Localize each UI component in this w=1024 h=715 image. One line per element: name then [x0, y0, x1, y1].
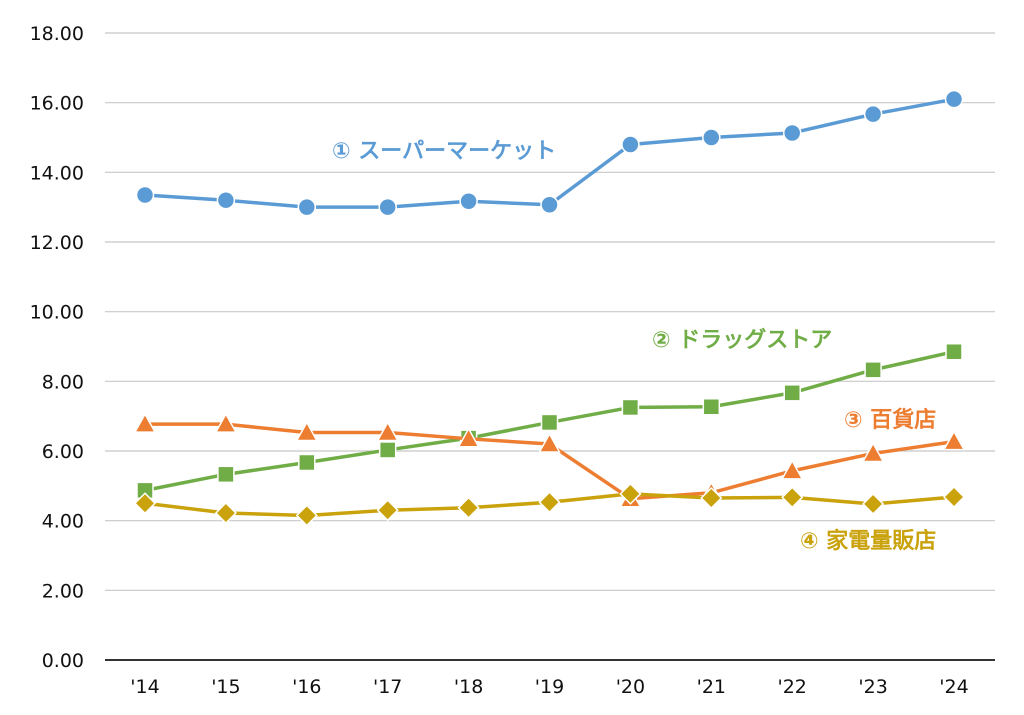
- series-2: [136, 342, 963, 500]
- data-point: [942, 430, 966, 451]
- y-tick-label: 14.00: [30, 162, 84, 184]
- data-point: [782, 123, 802, 143]
- x-tick-label: '22: [777, 676, 806, 698]
- data-point: [295, 420, 319, 442]
- y-tick-label: 10.00: [30, 302, 84, 324]
- data-point: [621, 398, 640, 417]
- data-point: [214, 412, 238, 433]
- data-point: [378, 197, 397, 217]
- data-point: [538, 432, 561, 453]
- data-point: [702, 128, 721, 147]
- data-point: [861, 441, 885, 463]
- grid-lines: [105, 32, 995, 661]
- x-tick-label: '19: [535, 676, 564, 698]
- data-point: [298, 453, 316, 472]
- data-point: [619, 482, 642, 505]
- data-point: [217, 465, 235, 484]
- x-axis-ticks: '14 '15 '16 '17 '18 '19 '20 '21 '22 '23 '24: [130, 676, 968, 698]
- x-tick-label: '18: [454, 676, 483, 698]
- series-labels: ① スーパーマーケット ② ドラッグストア ③ 百貨店 ④ 家電量販店: [332, 139, 936, 554]
- y-tick-label: 8.00: [42, 371, 84, 393]
- data-point: [378, 441, 397, 459]
- y-tick-label: 2.00: [42, 580, 84, 602]
- x-tick-label: '14: [130, 676, 159, 698]
- x-tick-label: '17: [373, 676, 402, 698]
- data-point: [295, 504, 318, 527]
- y-axis-ticks: 0.00 2.00 4.00 6.00 8.00 10.00 12.00 14.00 16.00…: [30, 23, 84, 672]
- x-tick-label: '15: [211, 676, 240, 698]
- data-point: [376, 499, 399, 522]
- data-point: [783, 384, 801, 402]
- data-point: [540, 195, 559, 214]
- data-point: [457, 427, 480, 448]
- data-point: [702, 398, 721, 416]
- x-tick-label: '23: [858, 676, 887, 698]
- series-group: [133, 89, 966, 527]
- data-point: [376, 420, 399, 442]
- x-tick-label: '21: [697, 676, 726, 698]
- data-point: [459, 191, 478, 211]
- data-point: [297, 197, 317, 217]
- data-point: [621, 135, 640, 154]
- data-point: [863, 104, 883, 124]
- data-point: [135, 185, 155, 205]
- data-point: [214, 501, 237, 525]
- y-tick-label: 18.00: [30, 23, 84, 45]
- data-point: [781, 486, 804, 509]
- y-tick-label: 6.00: [42, 441, 84, 463]
- data-point: [700, 486, 723, 510]
- series-label-department-store: ③ 百貨店: [844, 407, 936, 433]
- x-tick-label: '24: [939, 676, 968, 698]
- series-label-drugstore: ② ドラッグストア: [652, 327, 832, 353]
- data-point: [864, 361, 882, 379]
- data-point: [862, 492, 885, 516]
- data-point: [216, 190, 236, 210]
- data-point: [457, 496, 480, 519]
- series-label-electronics-store: ④ 家電量販店: [800, 528, 936, 554]
- y-tick-label: 0.00: [42, 650, 84, 672]
- data-point: [538, 491, 561, 514]
- series-4: [133, 482, 966, 527]
- data-point: [780, 459, 804, 480]
- y-tick-label: 4.00: [42, 511, 84, 533]
- y-tick-label: 12.00: [30, 232, 84, 254]
- data-point: [540, 413, 559, 432]
- x-tick-label: '16: [292, 676, 321, 698]
- data-point: [133, 492, 157, 515]
- data-point: [945, 342, 963, 361]
- data-point: [942, 485, 966, 509]
- data-point: [944, 89, 964, 109]
- series-1: [135, 89, 964, 217]
- y-tick-label: 16.00: [30, 93, 84, 115]
- series-label-supermarket: ① スーパーマーケット: [332, 139, 556, 164]
- x-tick-label: '20: [616, 676, 645, 698]
- data-point: [133, 412, 157, 433]
